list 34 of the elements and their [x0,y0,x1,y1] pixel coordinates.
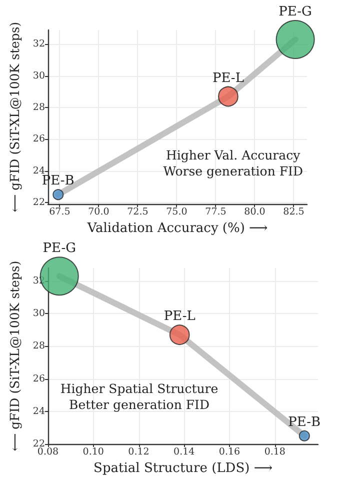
y-tick-label: 26 [32,134,45,145]
y-axis-title: ⟵ gFID (SiT-XL@100K steps) [7,22,22,212]
annotation: PE-B [288,414,321,430]
x-tick-label: 0.18 [264,446,286,458]
x-tick-label: 67.5 [49,206,70,218]
y-tick-label: 28 [32,102,45,114]
x-tick-label: 82.5 [283,206,304,218]
y-tick-label: 30 [32,308,45,320]
x-tick-label: 0.10 [82,446,104,458]
annotation: Higher Val. Accuracy Worse generation FID [163,147,303,178]
y-tick-label: 24 [32,406,45,417]
x-tick-label: 77.5 [205,206,226,218]
x-axis-title: Validation Accuracy (%) ⟶ [86,221,268,236]
y-tick-label: 22 [32,197,45,208]
x-tick-label: 70.0 [88,206,110,218]
annotation: Higher Spatial Structure Better generation FID [60,380,218,412]
x-tick-label: 0.12 [128,446,150,458]
x-axis-title: Spatial Structure (LDS) ⟶ [94,460,273,476]
x-tick-label: 80.0 [244,206,266,218]
x-tick-label: 72.5 [127,206,148,218]
annotation: PE-G [42,241,76,256]
y-tick-label: 32 [32,38,45,50]
y-axis-title: ⟵ gFID (SiT-XL@100K steps) [7,260,22,452]
y-tick-label: 24 [32,165,45,176]
x-tick-label: 0.16 [218,446,240,458]
x-tick-label: 75.0 [166,206,188,218]
y-tick-label: 30 [32,70,45,82]
y-tick-label: 26 [32,373,45,384]
annotation: PE-L [212,70,244,86]
annotation: PE-L [164,309,196,324]
annotation: PE-G [278,4,312,20]
y-tick-label: 28 [32,340,45,352]
x-tick-label: 0.08 [37,446,59,458]
x-tick-label: 0.14 [174,446,195,458]
